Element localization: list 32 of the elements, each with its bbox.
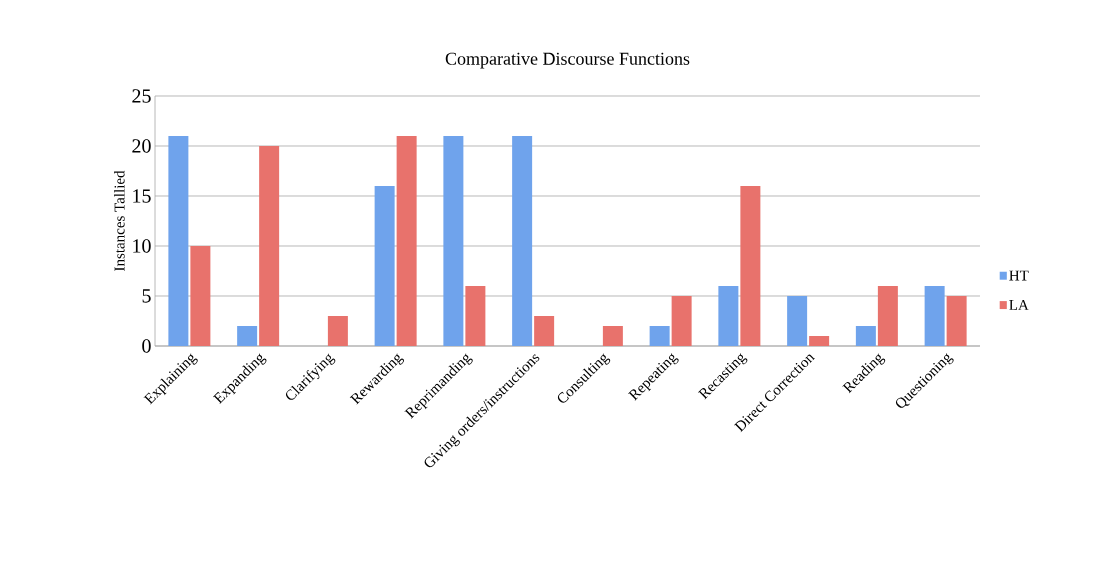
y-tick-label: 5 [142, 289, 151, 303]
bar [787, 295, 808, 346]
legend-label: HT [1009, 270, 1029, 281]
y-tick-label: 15 [133, 189, 151, 203]
bar [809, 335, 830, 346]
bar [190, 245, 211, 346]
bar [718, 285, 739, 346]
bar [877, 285, 898, 346]
bar [602, 325, 623, 346]
bar [534, 315, 555, 346]
bar [465, 285, 486, 346]
bar [946, 295, 967, 346]
bar [855, 325, 876, 346]
bar [740, 185, 761, 346]
y-tick-label: 25 [132, 89, 151, 103]
y-axis-title: Instances Tallied [114, 170, 125, 271]
bar [327, 315, 348, 346]
bar [924, 285, 945, 346]
legend-label: LA [1009, 299, 1029, 310]
bar [443, 135, 464, 346]
bar [512, 135, 533, 346]
bar [168, 135, 189, 346]
y-tick-label: 20 [132, 139, 151, 153]
y-tick-label: 0 [142, 339, 151, 353]
bar [671, 295, 692, 346]
bar [374, 185, 395, 346]
bar [259, 145, 280, 346]
bar [649, 325, 670, 346]
bar [396, 135, 417, 346]
chart-title: Comparative Discourse Functions [445, 52, 690, 69]
y-tick-label: 10 [133, 239, 151, 253]
bar [237, 325, 258, 346]
